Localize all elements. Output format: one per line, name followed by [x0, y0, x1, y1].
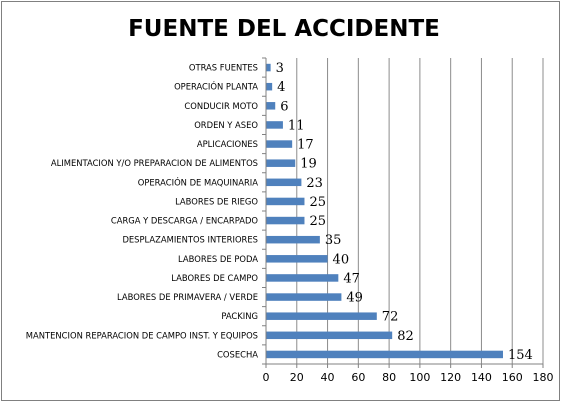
bar-6	[266, 178, 302, 187]
category-label-11: LABORES DE CAMPO	[171, 273, 258, 283]
bar-15	[266, 350, 503, 359]
x-tick-label-20: 20	[290, 371, 304, 384]
category-label-5: ALIMENTACION Y/O PREPARACION DE ALIMENTO…	[51, 158, 258, 168]
category-label-7: LABORES DE RIEGO	[175, 196, 258, 206]
bar-13	[266, 312, 377, 320]
category-label-14: MANTENCION REPARACION DE CAMPO INST. Y E…	[26, 330, 258, 340]
data-label-10: 40	[333, 252, 350, 267]
data-label-3: 11	[288, 118, 305, 133]
x-tick-label-40: 40	[321, 371, 335, 384]
grid-layer	[296, 58, 544, 364]
data-label-8: 25	[309, 214, 326, 229]
bar-4	[266, 140, 293, 148]
x-tick-label-140: 140	[471, 371, 492, 384]
data-label-11: 47	[343, 271, 360, 286]
category-label-8: CARGA Y DESCARGA / ENCARPADO	[111, 216, 259, 226]
x-tick-label-120: 120	[440, 371, 461, 384]
category-label-12: LABORES DE PRIMAVERA / VERDE	[117, 292, 258, 302]
category-label-3: ORDEN Y ASEO	[194, 120, 258, 130]
data-label-4: 17	[297, 138, 314, 153]
bar-9	[266, 235, 320, 244]
bar-3	[266, 121, 283, 129]
x-tick-label-180: 180	[533, 371, 554, 384]
bar-12	[266, 293, 342, 301]
data-label-15: 154	[508, 348, 533, 363]
data-label-1: 4	[277, 80, 285, 95]
data-label-0: 3	[276, 61, 284, 76]
category-label-13: PACKING	[221, 311, 258, 321]
bar-5	[266, 159, 296, 167]
data-label-13: 72	[382, 310, 399, 325]
bars-layer	[266, 63, 503, 359]
x-tick-label-100: 100	[409, 371, 430, 384]
bar-0	[266, 63, 271, 72]
data-label-9: 35	[325, 233, 342, 248]
category-label-2: CONDUCIR MOTO	[184, 101, 258, 111]
data-label-6: 23	[306, 176, 323, 191]
x-tick-label-60: 60	[351, 371, 365, 384]
bar-7	[266, 197, 305, 206]
category-label-9: DESPLAZAMIENTOS INTERIORES	[122, 235, 258, 245]
labels-layer: OTRAS FUENTES 3 OPERACIÓN PLANTA 4 CONDUCIR …	[26, 61, 533, 363]
x-tick-label-80: 80	[382, 371, 396, 384]
category-label-6: OPERACIÓN DE MAQUINARIA	[138, 176, 259, 187]
data-label-2: 6	[280, 99, 288, 114]
category-label-10: LABORES DE PODA	[178, 254, 258, 264]
data-label-5: 19	[300, 157, 317, 172]
category-label-15: COSECHA	[217, 349, 258, 359]
category-label-1: OPERACIÓN PLANTA	[174, 81, 258, 92]
data-label-7: 25	[309, 195, 326, 210]
data-label-14: 82	[397, 329, 414, 344]
bar-14	[266, 331, 393, 340]
x-tick-label-160: 160	[502, 371, 523, 384]
data-label-12: 49	[346, 291, 363, 306]
bar-10	[266, 255, 328, 263]
category-label-4: APLICACIONES	[197, 139, 258, 149]
chart-title: FUENTE DEL ACCIDENTE	[128, 16, 440, 42]
category-label-0: OTRAS FUENTES	[189, 63, 258, 73]
bar-2	[266, 102, 276, 110]
axis-layer: 0 20 40 60 80 100 120 140 160 180	[262, 57, 554, 384]
bar-8	[266, 216, 305, 225]
x-tick-label-0: 0	[263, 371, 270, 384]
bar-1	[266, 82, 273, 91]
bar-11	[266, 274, 339, 282]
